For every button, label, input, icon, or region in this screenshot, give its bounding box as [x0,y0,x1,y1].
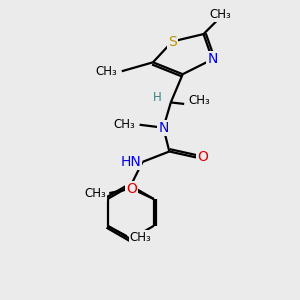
Text: N: N [158,121,169,135]
Text: S: S [168,34,177,49]
Text: O: O [198,150,208,164]
Text: CH₃: CH₃ [189,94,210,107]
Text: H: H [153,91,162,103]
Text: CH₃: CH₃ [96,65,117,78]
Text: CH₃: CH₃ [209,8,231,21]
Text: CH₃: CH₃ [130,231,152,244]
Text: CH₃: CH₃ [113,118,135,131]
Text: HN: HN [120,155,141,169]
Text: CH₃: CH₃ [85,187,106,200]
Text: N: N [207,52,218,66]
Text: O: O [126,182,137,196]
